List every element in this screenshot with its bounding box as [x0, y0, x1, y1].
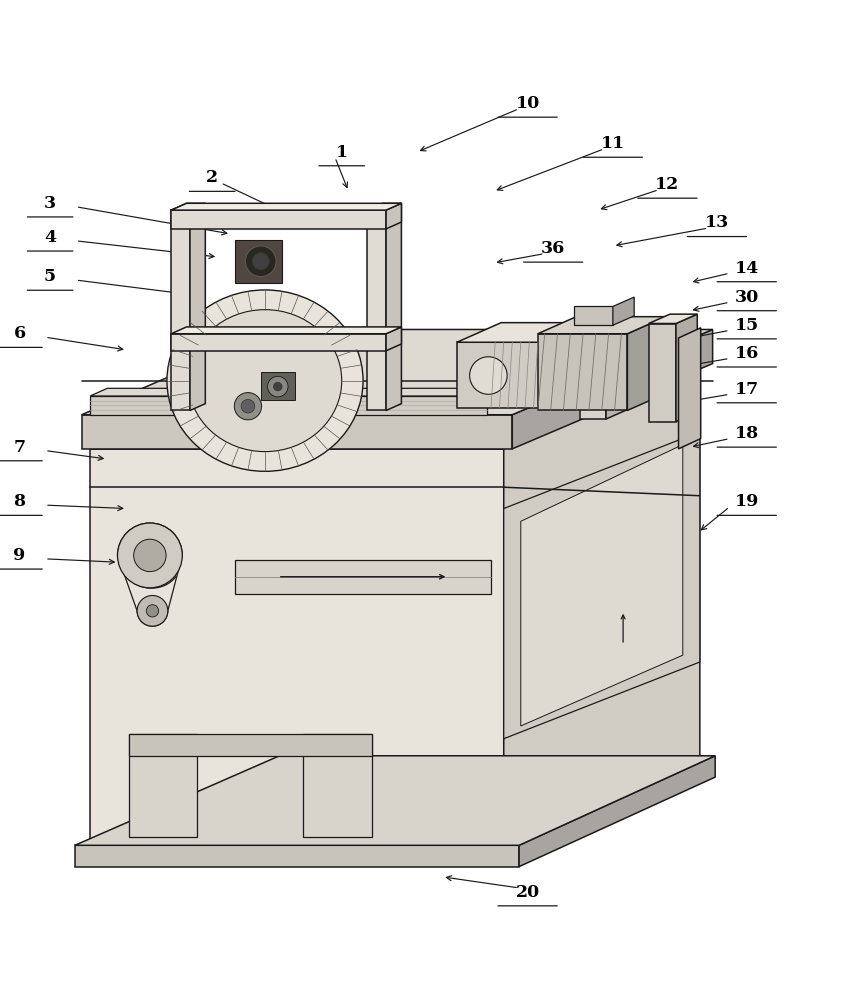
Polygon shape	[82, 329, 711, 415]
Text: 7: 7	[14, 439, 26, 456]
Text: 36: 36	[541, 240, 565, 257]
Text: 19: 19	[734, 493, 758, 510]
Text: 11: 11	[600, 135, 624, 152]
Text: 4: 4	[44, 229, 56, 246]
Polygon shape	[456, 323, 590, 342]
Polygon shape	[367, 210, 386, 410]
Polygon shape	[171, 203, 205, 210]
Circle shape	[234, 393, 261, 420]
Text: 15: 15	[734, 317, 758, 334]
Text: 10: 10	[515, 95, 539, 112]
Text: 17: 17	[734, 381, 758, 398]
Polygon shape	[235, 560, 490, 594]
Text: 13: 13	[704, 214, 728, 231]
Text: 20: 20	[515, 884, 539, 901]
Polygon shape	[129, 734, 196, 837]
Polygon shape	[260, 372, 294, 400]
Text: 2: 2	[206, 169, 218, 186]
Polygon shape	[90, 449, 503, 845]
Circle shape	[469, 357, 507, 394]
Circle shape	[118, 523, 182, 588]
Ellipse shape	[188, 310, 341, 452]
Polygon shape	[580, 316, 627, 325]
Polygon shape	[537, 317, 665, 334]
Polygon shape	[82, 415, 512, 449]
Text: 8: 8	[14, 493, 26, 510]
Circle shape	[146, 605, 159, 617]
Polygon shape	[606, 316, 627, 419]
Polygon shape	[386, 203, 401, 410]
Polygon shape	[171, 210, 189, 410]
Polygon shape	[512, 329, 711, 449]
Polygon shape	[303, 734, 371, 837]
Text: 5: 5	[44, 268, 56, 285]
Polygon shape	[171, 327, 401, 334]
Circle shape	[273, 382, 281, 391]
Polygon shape	[75, 845, 519, 867]
Circle shape	[252, 253, 269, 270]
Polygon shape	[648, 314, 696, 324]
Polygon shape	[75, 756, 714, 845]
Text: 12: 12	[654, 176, 679, 193]
Polygon shape	[519, 756, 714, 867]
Circle shape	[267, 376, 287, 397]
Text: 3: 3	[44, 195, 56, 212]
Ellipse shape	[166, 290, 363, 471]
Polygon shape	[627, 317, 665, 410]
Text: 1: 1	[335, 144, 347, 161]
Polygon shape	[386, 327, 401, 351]
Polygon shape	[612, 297, 634, 325]
Text: 14: 14	[734, 260, 758, 277]
Polygon shape	[171, 203, 401, 210]
Text: 9: 9	[14, 547, 26, 564]
Polygon shape	[129, 734, 371, 756]
Text: 6: 6	[14, 325, 26, 342]
Polygon shape	[573, 306, 612, 325]
Polygon shape	[503, 432, 699, 739]
Polygon shape	[367, 203, 401, 210]
Polygon shape	[546, 323, 590, 408]
Polygon shape	[678, 328, 699, 449]
Circle shape	[137, 595, 167, 626]
Polygon shape	[676, 314, 696, 422]
Text: 16: 16	[734, 345, 758, 362]
Polygon shape	[520, 445, 682, 726]
Polygon shape	[503, 364, 699, 845]
Polygon shape	[456, 342, 546, 408]
Polygon shape	[90, 388, 503, 396]
Polygon shape	[90, 364, 699, 449]
Polygon shape	[648, 324, 676, 422]
Circle shape	[134, 539, 165, 572]
Polygon shape	[580, 325, 606, 419]
Polygon shape	[537, 334, 627, 410]
Circle shape	[241, 399, 254, 413]
Polygon shape	[189, 203, 205, 410]
Polygon shape	[386, 203, 401, 229]
Polygon shape	[171, 334, 386, 351]
Text: 18: 18	[734, 425, 758, 442]
Text: 30: 30	[734, 289, 758, 306]
Circle shape	[245, 246, 276, 277]
Polygon shape	[171, 210, 386, 229]
Polygon shape	[90, 396, 486, 415]
Polygon shape	[235, 240, 281, 283]
